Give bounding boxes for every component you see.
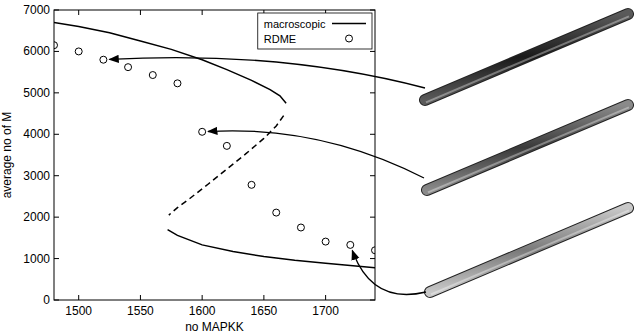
legend-swatch <box>332 23 366 25</box>
point <box>273 209 280 216</box>
y-tick-label: 7000 <box>23 3 50 17</box>
x-tick-label: 1600 <box>189 304 216 318</box>
y-tick <box>54 134 59 135</box>
point <box>297 224 304 231</box>
x-tick <box>325 295 326 300</box>
legend: macroscopic RDME <box>258 13 372 49</box>
x-tick-label: 1650 <box>251 304 278 318</box>
point <box>75 48 82 55</box>
y-tick-label: 6000 <box>23 44 50 58</box>
point <box>199 128 206 135</box>
y-tick <box>54 175 59 176</box>
y-tick <box>370 134 375 135</box>
point <box>248 181 255 188</box>
y-tick <box>370 92 375 93</box>
y-tick-label: 5000 <box>23 86 50 100</box>
y-tick <box>370 258 375 259</box>
y-tick <box>370 51 375 52</box>
x-tick <box>202 10 203 15</box>
y-tick-label: 3000 <box>23 169 50 183</box>
point <box>149 72 156 79</box>
y-tick <box>54 51 59 52</box>
point <box>372 247 376 254</box>
x-tick <box>202 295 203 300</box>
y-tick-label: 4000 <box>23 127 50 141</box>
rod-highlight <box>426 16 629 102</box>
x-tick <box>140 10 141 15</box>
plot-frame <box>54 10 375 300</box>
y-tick <box>54 92 59 93</box>
x-tick-label: 1700 <box>312 304 339 318</box>
point <box>174 80 181 87</box>
point <box>322 238 329 245</box>
y-tick <box>370 175 375 176</box>
rod <box>427 105 628 190</box>
y-tick <box>54 217 59 218</box>
point <box>100 56 107 63</box>
rod-highlight <box>431 210 629 294</box>
y-axis-title: average no of M <box>0 112 14 199</box>
point <box>54 42 58 49</box>
legend-swatch <box>346 35 353 42</box>
legend-label: RDME <box>264 33 296 45</box>
pointer-arrow <box>109 58 425 88</box>
rod <box>425 14 628 100</box>
rod <box>430 208 628 292</box>
legend-label: macroscopic <box>264 18 326 30</box>
plot-data <box>54 22 375 267</box>
y-tick-label: 0 <box>43 293 50 307</box>
x-tick-label: 1500 <box>65 304 92 318</box>
chart: 0 1000 2000 3000 4000 5000 6000 7000 1500 1550 160… <box>0 0 635 335</box>
legend-box <box>258 13 372 49</box>
y-tick-label: 1000 <box>23 252 50 266</box>
point <box>347 241 354 248</box>
point <box>223 142 230 149</box>
x-tick <box>263 295 264 300</box>
rod-outline <box>430 208 628 292</box>
y-tick <box>370 217 375 218</box>
rod-outline <box>425 14 628 100</box>
x-tick <box>140 295 141 300</box>
pointer-arrow <box>352 251 426 295</box>
x-axis-title: no MAPKK <box>185 320 244 334</box>
line-solid <box>54 22 375 267</box>
y-tick-label: 2000 <box>23 210 50 224</box>
x-tick-label: 1550 <box>127 304 154 318</box>
x-tick <box>78 295 79 300</box>
rod-highlight <box>428 107 629 192</box>
rod-outline <box>427 105 628 190</box>
y-tick <box>54 258 59 259</box>
pointer-arrow <box>208 131 424 178</box>
point <box>125 64 132 71</box>
x-tick <box>78 10 79 15</box>
